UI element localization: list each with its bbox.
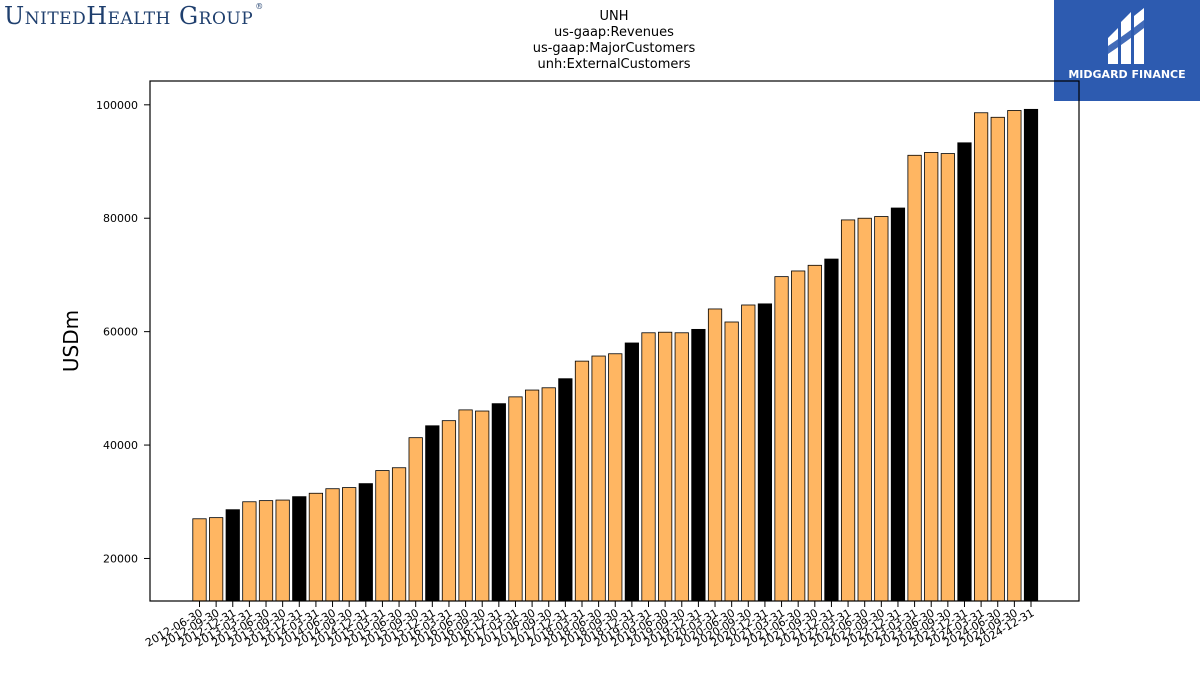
bar [757,303,773,602]
bar [608,353,623,602]
bar [458,409,473,602]
y-tick-label: 80000 [103,212,138,225]
registered-mark: ® [255,2,264,11]
x-axis-ticks: 2012-06-302012-09-302012-12-312013-03-31… [143,601,1037,650]
bar [940,153,955,602]
bar [791,270,806,602]
bar [225,509,240,602]
bar [358,483,373,602]
chart-title-line: us-gaap:MajorCustomers [533,41,696,56]
bar [724,321,739,602]
bar [824,258,839,602]
bar [508,396,523,602]
plot-frame [149,80,1080,602]
chart-title: UNHus-gaap:Revenuesus-gaap:MajorCustomer… [533,9,696,72]
y-tick-label: 100000 [96,99,138,112]
bars-group [192,108,1039,602]
bar [541,387,556,602]
chart-title-line: UNH [599,9,628,24]
bar [990,116,1005,602]
chart-title-line: unh:ExternalCustomers [538,57,691,72]
bar [375,470,390,602]
bar [874,216,889,602]
bar [957,142,972,602]
bar [258,500,274,602]
bar [574,360,590,602]
bar [890,207,906,602]
bar [308,492,324,602]
bar [591,355,606,602]
bar [425,425,440,602]
bar [525,389,540,602]
bar [857,217,872,602]
midgard-finance-logo: MIDGARD FINANCE [1054,0,1200,101]
bar [491,403,506,602]
bar [807,264,822,602]
bar [741,304,756,602]
bar [1007,110,1022,602]
bar [924,152,939,602]
bar [774,276,789,602]
bar [840,219,856,602]
bar [641,332,656,602]
unitedhealth-group-logo-text: UnitedHealth Group [4,2,254,30]
y-tick-label: 20000 [103,552,138,565]
bar [658,331,673,602]
bar [707,308,723,602]
bar [408,437,423,602]
bar [209,517,224,602]
bar [691,328,706,602]
bar [674,332,689,602]
bar [624,342,639,602]
midgard-finance-wordmark: MIDGARD FINANCE [1068,68,1186,81]
y-tick-label: 60000 [103,326,138,339]
chart-title-line: us-gaap:Revenues [554,25,674,40]
bar [275,499,290,602]
bar [391,467,407,602]
bar [325,488,340,602]
bar [441,420,457,602]
bar [192,518,207,602]
bar [292,496,307,602]
bar [907,154,922,602]
y-tick-label: 40000 [103,439,138,452]
unitedhealth-group-logo: UnitedHealth Group ® [4,2,264,30]
bar [1023,108,1039,602]
bar [342,487,357,602]
bar [974,112,989,602]
bar [475,410,490,602]
bar [242,501,257,602]
y-axis-ticks: 20000 40000 60000 80000 100000 [96,99,150,565]
y-axis-label: USDm [59,310,83,372]
bar [558,378,573,602]
midgard-finance-mark-icon [1108,8,1144,64]
